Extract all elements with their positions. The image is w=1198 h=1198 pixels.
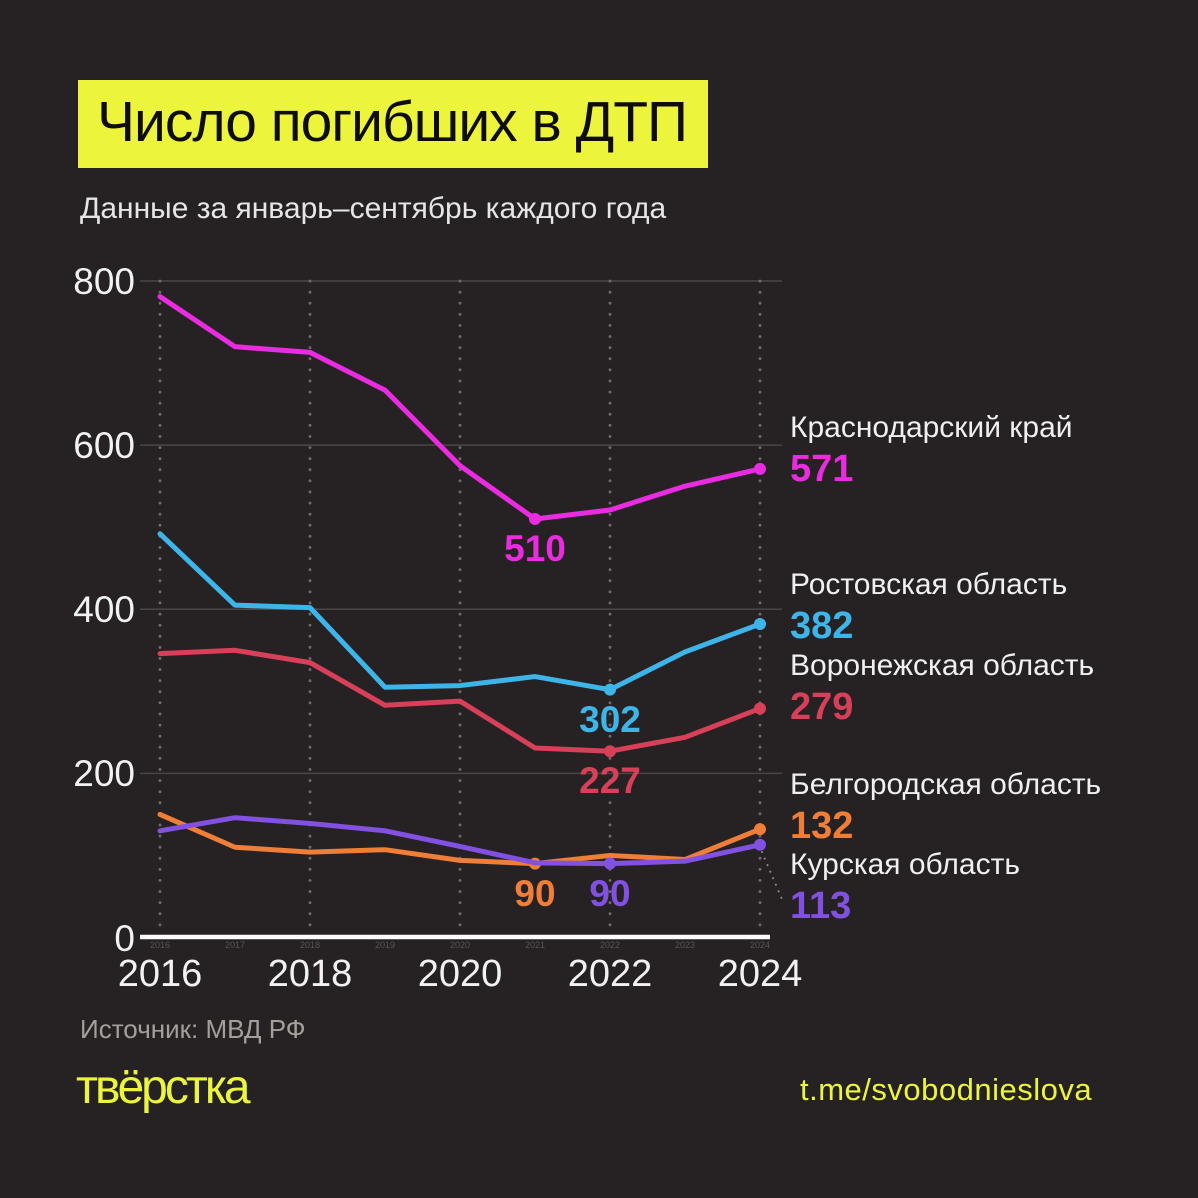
leader-line-kursk xyxy=(761,851,785,905)
x-tick-label-2016: 2016 xyxy=(117,953,203,995)
legend-value-3: 132 xyxy=(790,805,854,847)
x-minor-label-2020: 2020 xyxy=(449,940,471,950)
y-tick-label-600: 600 xyxy=(73,425,135,467)
min-value-label-1: 302 xyxy=(579,698,641,740)
series-line-2 xyxy=(157,647,763,754)
series-dot-2-2022 xyxy=(604,745,616,758)
y-tick-label-0: 0 xyxy=(114,917,135,959)
x-tick-label-2022: 2022 xyxy=(567,953,653,995)
min-value-label-3: 90 xyxy=(514,872,556,914)
page-title: Число погибших в ДТП xyxy=(97,89,688,154)
legend-name-2: Воронежская область xyxy=(790,649,1095,682)
title-box: Число погибших в ДТП xyxy=(78,80,709,168)
series-dot-4-2024 xyxy=(754,838,766,851)
x-minor-label-2021: 2021 xyxy=(524,940,546,950)
min-value-label-2: 227 xyxy=(579,760,641,802)
legend-name-4: Курская область xyxy=(790,848,1020,881)
source-note: Источник: МВД РФ xyxy=(80,1014,306,1044)
legend-name-0: Краснодарский край xyxy=(790,411,1073,444)
legend-value-0: 571 xyxy=(790,448,854,490)
series-line-3 xyxy=(157,811,763,867)
series-dot-2-2024 xyxy=(754,702,766,715)
x-tick-label-2018: 2018 xyxy=(267,953,353,995)
x-minor-label-2017: 2017 xyxy=(224,940,246,950)
legend-name-3: Белгородская область xyxy=(790,768,1102,801)
series-line-0 xyxy=(157,294,763,522)
legend-name-1: Ростовская область xyxy=(790,568,1068,601)
y-tick-label-400: 400 xyxy=(73,589,135,631)
x-minor-label-2023: 2023 xyxy=(674,940,696,950)
legend-value-1: 382 xyxy=(790,605,854,647)
x-minor-label-2018: 2018 xyxy=(299,940,321,950)
chart-subtitle: Данные за январь–сентябрь каждого года xyxy=(80,192,667,225)
verstka-logo: твёрстка xyxy=(76,1061,251,1114)
series-line-4 xyxy=(157,815,763,867)
y-tick-label-200: 200 xyxy=(73,753,135,795)
x-minor-label-2019: 2019 xyxy=(374,940,396,950)
min-value-label-0: 510 xyxy=(504,527,566,569)
series-dot-1-2022 xyxy=(604,683,616,696)
series-dot-4-2022 xyxy=(604,857,616,870)
series-dot-0-2024 xyxy=(754,462,766,475)
x-minor-label-2024: 2024 xyxy=(749,940,771,950)
y-tick-label-800: 800 xyxy=(73,261,135,303)
series-line-1 xyxy=(157,531,763,693)
x-minor-label-2022: 2022 xyxy=(599,940,621,950)
telegram-handle: t.me/svobodnieslova xyxy=(800,1072,1093,1107)
series-dot-3-2024 xyxy=(754,823,766,836)
series-dot-0-2021 xyxy=(529,512,541,525)
legend-value-2: 279 xyxy=(790,686,854,728)
legend-value-4: 113 xyxy=(790,885,852,927)
min-value-label-4: 90 xyxy=(589,872,631,914)
x-minor-label-2016: 2016 xyxy=(149,940,171,950)
x-tick-label-2024: 2024 xyxy=(717,953,803,995)
series-dot-1-2024 xyxy=(754,618,766,631)
x-tick-label-2020: 2020 xyxy=(417,953,503,995)
